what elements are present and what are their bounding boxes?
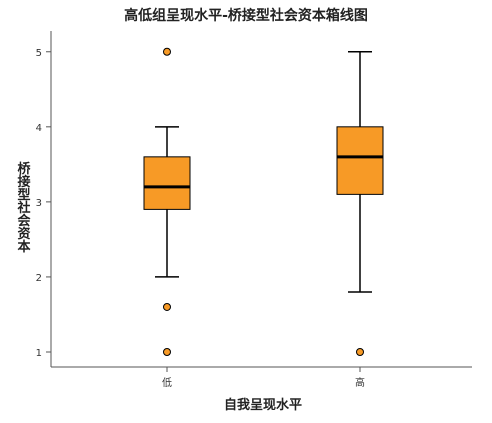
box-iqr bbox=[143, 156, 191, 210]
y-tick-label: 5 bbox=[36, 48, 42, 59]
x-axis-label: 自我呈现水平 bbox=[224, 397, 302, 413]
outlier-point bbox=[163, 347, 171, 356]
x-tick-label: 低 bbox=[162, 376, 172, 389]
outlier-point bbox=[356, 347, 364, 356]
outlier-point bbox=[163, 302, 171, 311]
y-tick-label: 1 bbox=[36, 348, 42, 359]
y-axis-label: 桥接型社会资本 bbox=[15, 161, 32, 254]
plot-area: 1 2 3 4 5 低 高 bbox=[36, 31, 472, 389]
box-iqr bbox=[336, 126, 384, 195]
x-tick-label: 高 bbox=[355, 376, 365, 389]
chart-title: 高低组呈现水平-桥接型社会资本箱线图 bbox=[124, 7, 368, 24]
y-tick-label: 2 bbox=[36, 273, 42, 284]
y-tick-label: 3 bbox=[36, 198, 42, 209]
y-tick-label: 4 bbox=[36, 123, 42, 134]
outlier-point bbox=[163, 47, 171, 56]
